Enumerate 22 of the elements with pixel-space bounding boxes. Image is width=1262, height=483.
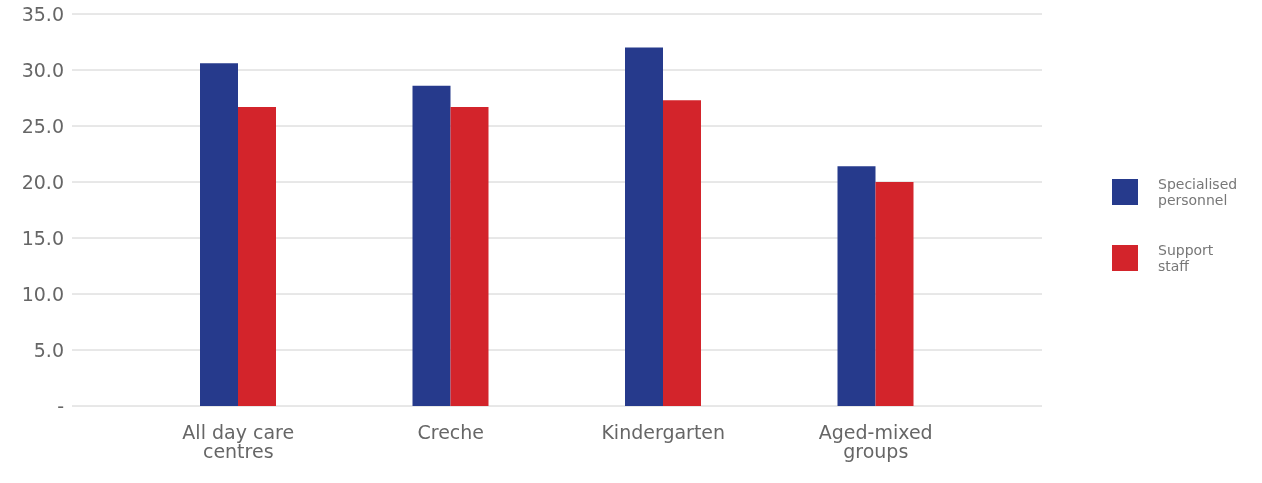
y-tick-label: 20.0 — [21, 170, 64, 193]
bar — [663, 100, 701, 406]
y-tick-label: 25.0 — [21, 114, 64, 137]
bar — [837, 166, 876, 406]
legend-label: Specialised personnel — [1158, 175, 1238, 208]
y-tick-label: 15.0 — [21, 226, 64, 249]
y-tick-label: 10.0 — [21, 282, 64, 305]
legend-label: Support staff — [1158, 241, 1215, 274]
bar — [450, 106, 489, 406]
y-tick-label: 30.0 — [21, 58, 64, 81]
bar — [875, 182, 914, 406]
bar — [200, 63, 238, 406]
bar — [238, 106, 276, 406]
bar — [412, 85, 451, 406]
y-tick-label: 35.0 — [21, 2, 64, 25]
x-tick-label: Kindergarten — [601, 421, 726, 444]
x-tick-label: Aged-mixed groups — [818, 421, 933, 463]
y-tick-label: 5.0 — [33, 338, 64, 361]
bar — [625, 47, 663, 406]
x-tick-label: All day care centres — [182, 421, 295, 463]
y-tick-label: - — [57, 394, 64, 417]
x-tick-label: Creche — [417, 421, 485, 444]
